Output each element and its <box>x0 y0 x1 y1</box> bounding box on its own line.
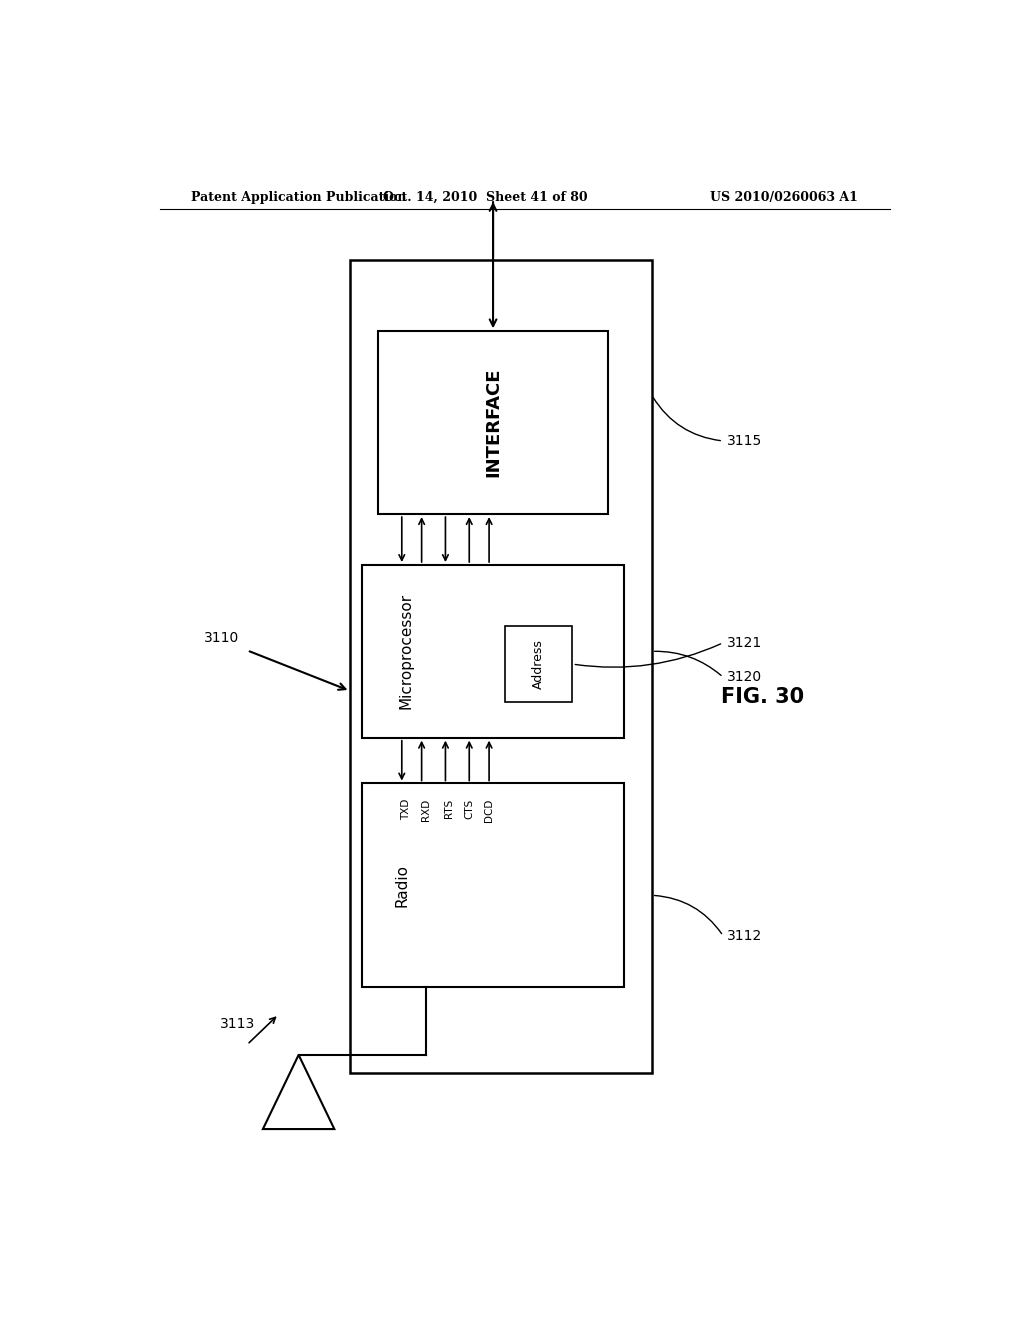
Text: Address: Address <box>532 639 545 689</box>
Text: Microprocessor: Microprocessor <box>398 593 414 709</box>
Bar <box>505 626 572 702</box>
Text: TXD: TXD <box>400 799 411 820</box>
Text: INTERFACE: INTERFACE <box>484 368 502 478</box>
Bar <box>362 784 624 987</box>
Text: DCD: DCD <box>484 799 495 822</box>
Text: RXD: RXD <box>421 799 431 821</box>
Text: 3115: 3115 <box>727 434 763 447</box>
Text: CTS: CTS <box>464 799 474 818</box>
Bar <box>378 331 608 515</box>
Text: Oct. 14, 2010  Sheet 41 of 80: Oct. 14, 2010 Sheet 41 of 80 <box>383 190 588 203</box>
Text: 3120: 3120 <box>727 671 762 684</box>
Text: 3112: 3112 <box>727 929 763 942</box>
Bar <box>350 260 652 1073</box>
Bar <box>362 565 624 738</box>
Text: Patent Application Publication: Patent Application Publication <box>191 190 407 203</box>
Text: US 2010/0260063 A1: US 2010/0260063 A1 <box>711 190 858 203</box>
Text: Radio: Radio <box>394 863 410 907</box>
Text: 3113: 3113 <box>220 1018 255 1031</box>
Text: FIG. 30: FIG. 30 <box>721 688 805 708</box>
Text: 3110: 3110 <box>204 631 240 645</box>
Text: RTS: RTS <box>444 799 455 818</box>
Text: 3121: 3121 <box>727 636 763 649</box>
